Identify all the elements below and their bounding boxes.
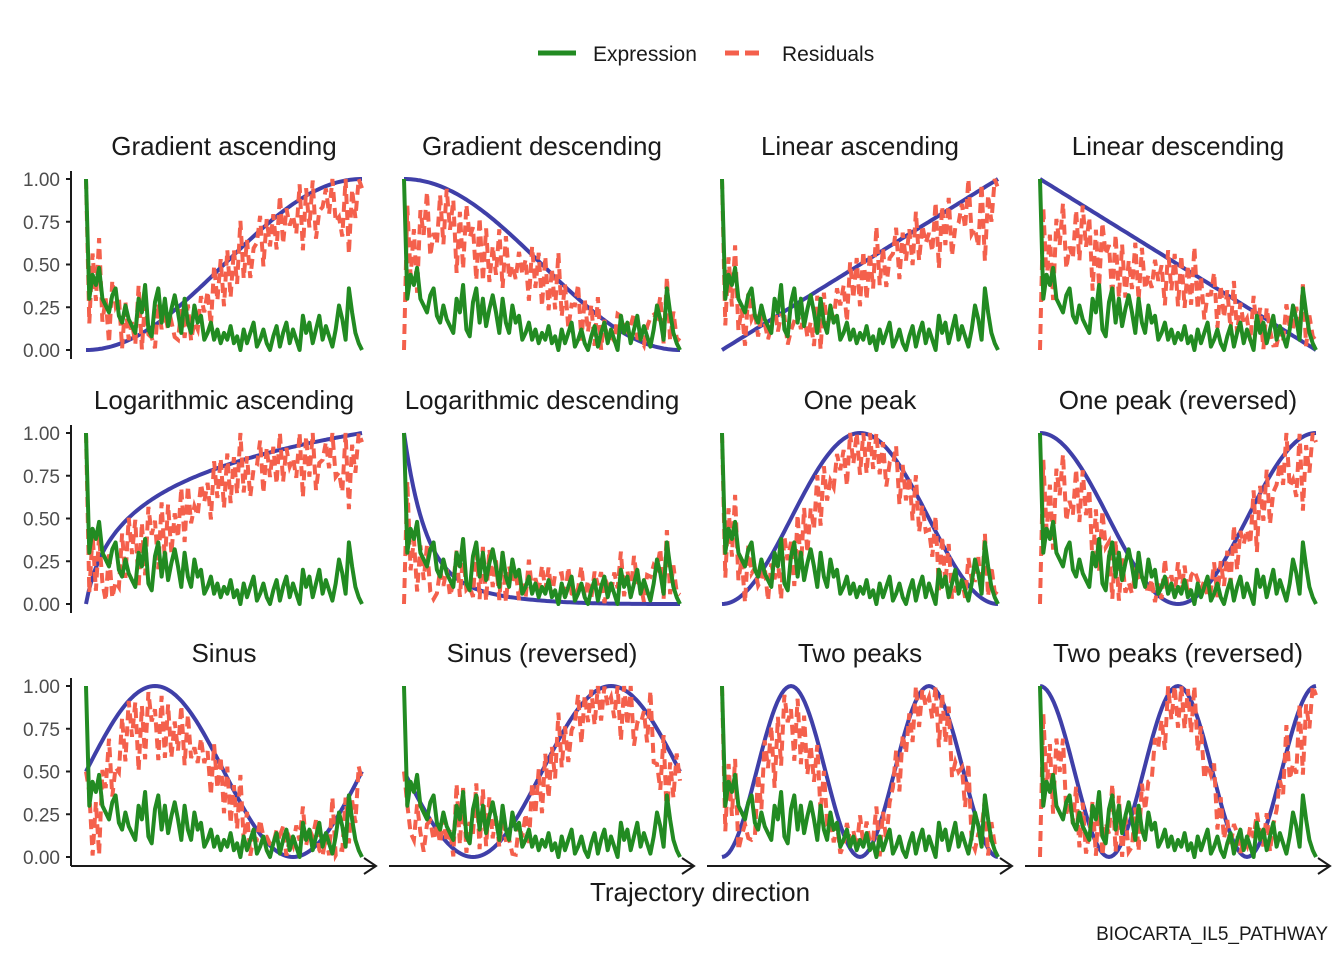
panel-title: Sinus: [191, 638, 256, 668]
reference-pattern-line: [404, 177, 680, 352]
residuals-line: [402, 188, 682, 352]
residuals-line: [1038, 432, 1318, 605]
x-axis-arrow: [1317, 857, 1332, 875]
residuals-line: [720, 685, 1000, 857]
expression-line: [84, 432, 364, 606]
y-tick-label: 1.00: [23, 677, 60, 698]
expression-line: [720, 178, 1000, 352]
y-tick-label: 0.00: [23, 595, 60, 616]
panel-title: Two peaks (reversed): [1053, 638, 1303, 668]
expression-line: [1038, 432, 1318, 606]
facet-panel: Two peaks: [707, 638, 1014, 875]
facet-panel: Two peaks (reversed): [1025, 638, 1332, 875]
legend: Expression Residuals: [538, 43, 874, 66]
reference-pattern-line: [1039, 683, 1317, 860]
panel-title: Gradient descending: [422, 131, 662, 161]
expression-line: [1038, 685, 1318, 859]
y-tick-label: 0.75: [23, 720, 60, 741]
y-tick-label: 0.25: [23, 552, 60, 573]
x-axis-arrow: [999, 857, 1014, 875]
panel-title: Gradient ascending: [111, 131, 336, 161]
legend-label-residuals: Residuals: [782, 43, 874, 66]
residuals-line: [720, 178, 1000, 350]
panel-title: One peak (reversed): [1059, 385, 1297, 415]
facet-panel: Sinus 1.00 0.75 0.50 0.25 0.00: [23, 638, 378, 875]
expression-line: [84, 685, 364, 859]
panel-title: Logarithmic ascending: [94, 385, 354, 415]
panel-title: Sinus (reversed): [447, 638, 638, 668]
panel-title: Logarithmic descending: [405, 385, 680, 415]
expression-line: [1038, 178, 1318, 352]
y-tick-label: 0.75: [23, 467, 60, 488]
facet-panel: Linear descending: [1038, 131, 1318, 352]
x-axis-label: Trajectory direction: [590, 877, 810, 907]
y-tick-label: 0.00: [23, 341, 60, 362]
residuals-line: [720, 432, 1000, 603]
reference-pattern-line: [1039, 431, 1317, 607]
facet-panel: Logarithmic ascending 1.00 0.75 0.50 0.25 0.0…: [23, 385, 364, 616]
y-tick-label: 0.50: [23, 256, 60, 277]
reference-pattern-line: [721, 683, 999, 860]
panel-title: Two peaks: [798, 638, 922, 668]
expression-line: [402, 685, 682, 859]
residuals-line: [402, 685, 682, 858]
y-tick-label: 0.50: [23, 510, 60, 531]
facet-panel: One peak (reversed): [1038, 385, 1318, 607]
reference-pattern-line: [721, 430, 999, 606]
y-tick-label: 1.00: [23, 170, 60, 191]
facet-panel: Gradient descending: [402, 131, 682, 352]
x-axis-arrow: [681, 857, 696, 875]
facet-panel: Logarithmic descending: [402, 385, 682, 606]
expression-line: [402, 432, 682, 606]
residuals-line: [84, 432, 364, 602]
y-tick-label: 0.75: [23, 213, 60, 234]
reference-pattern-line: [402, 683, 682, 860]
residuals-line: [84, 691, 364, 863]
y-tick-label: 0.25: [23, 298, 60, 319]
panel-title: One peak: [804, 385, 918, 415]
facet-panel: Gradient ascending 1.00 0.75 0.50 0.25 0.00: [23, 131, 364, 362]
facet-panel: Sinus (reversed): [389, 638, 696, 875]
y-tick-label: 1.00: [23, 424, 60, 445]
y-tick-label: 0.00: [23, 848, 60, 869]
residuals-line: [402, 481, 682, 605]
expression-line: [720, 432, 1000, 606]
reference-pattern-line: [84, 431, 363, 605]
panel-title: Linear descending: [1072, 131, 1285, 161]
reference-pattern-line: [84, 683, 364, 860]
expression-line: [402, 178, 682, 352]
facet-panels: Gradient ascending1.000.750.500.250.00Gr…: [23, 131, 1332, 875]
expression-line: [84, 178, 364, 352]
reference-pattern-line: [402, 432, 680, 606]
facet-panel: Linear ascending: [720, 131, 1000, 352]
y-tick-label: 0.25: [23, 805, 60, 826]
reference-pattern-line: [86, 177, 362, 352]
y-tick-label: 0.50: [23, 763, 60, 784]
x-axis-arrow: [363, 857, 378, 875]
facet-panel: One peak: [720, 385, 1000, 606]
residuals-line: [1038, 685, 1318, 858]
legend-label-expression: Expression: [593, 43, 697, 66]
figure-caption: BIOCARTA_IL5_PATHWAY: [1096, 924, 1328, 945]
panel-title: Linear ascending: [761, 131, 959, 161]
expression-line: [720, 685, 1000, 859]
